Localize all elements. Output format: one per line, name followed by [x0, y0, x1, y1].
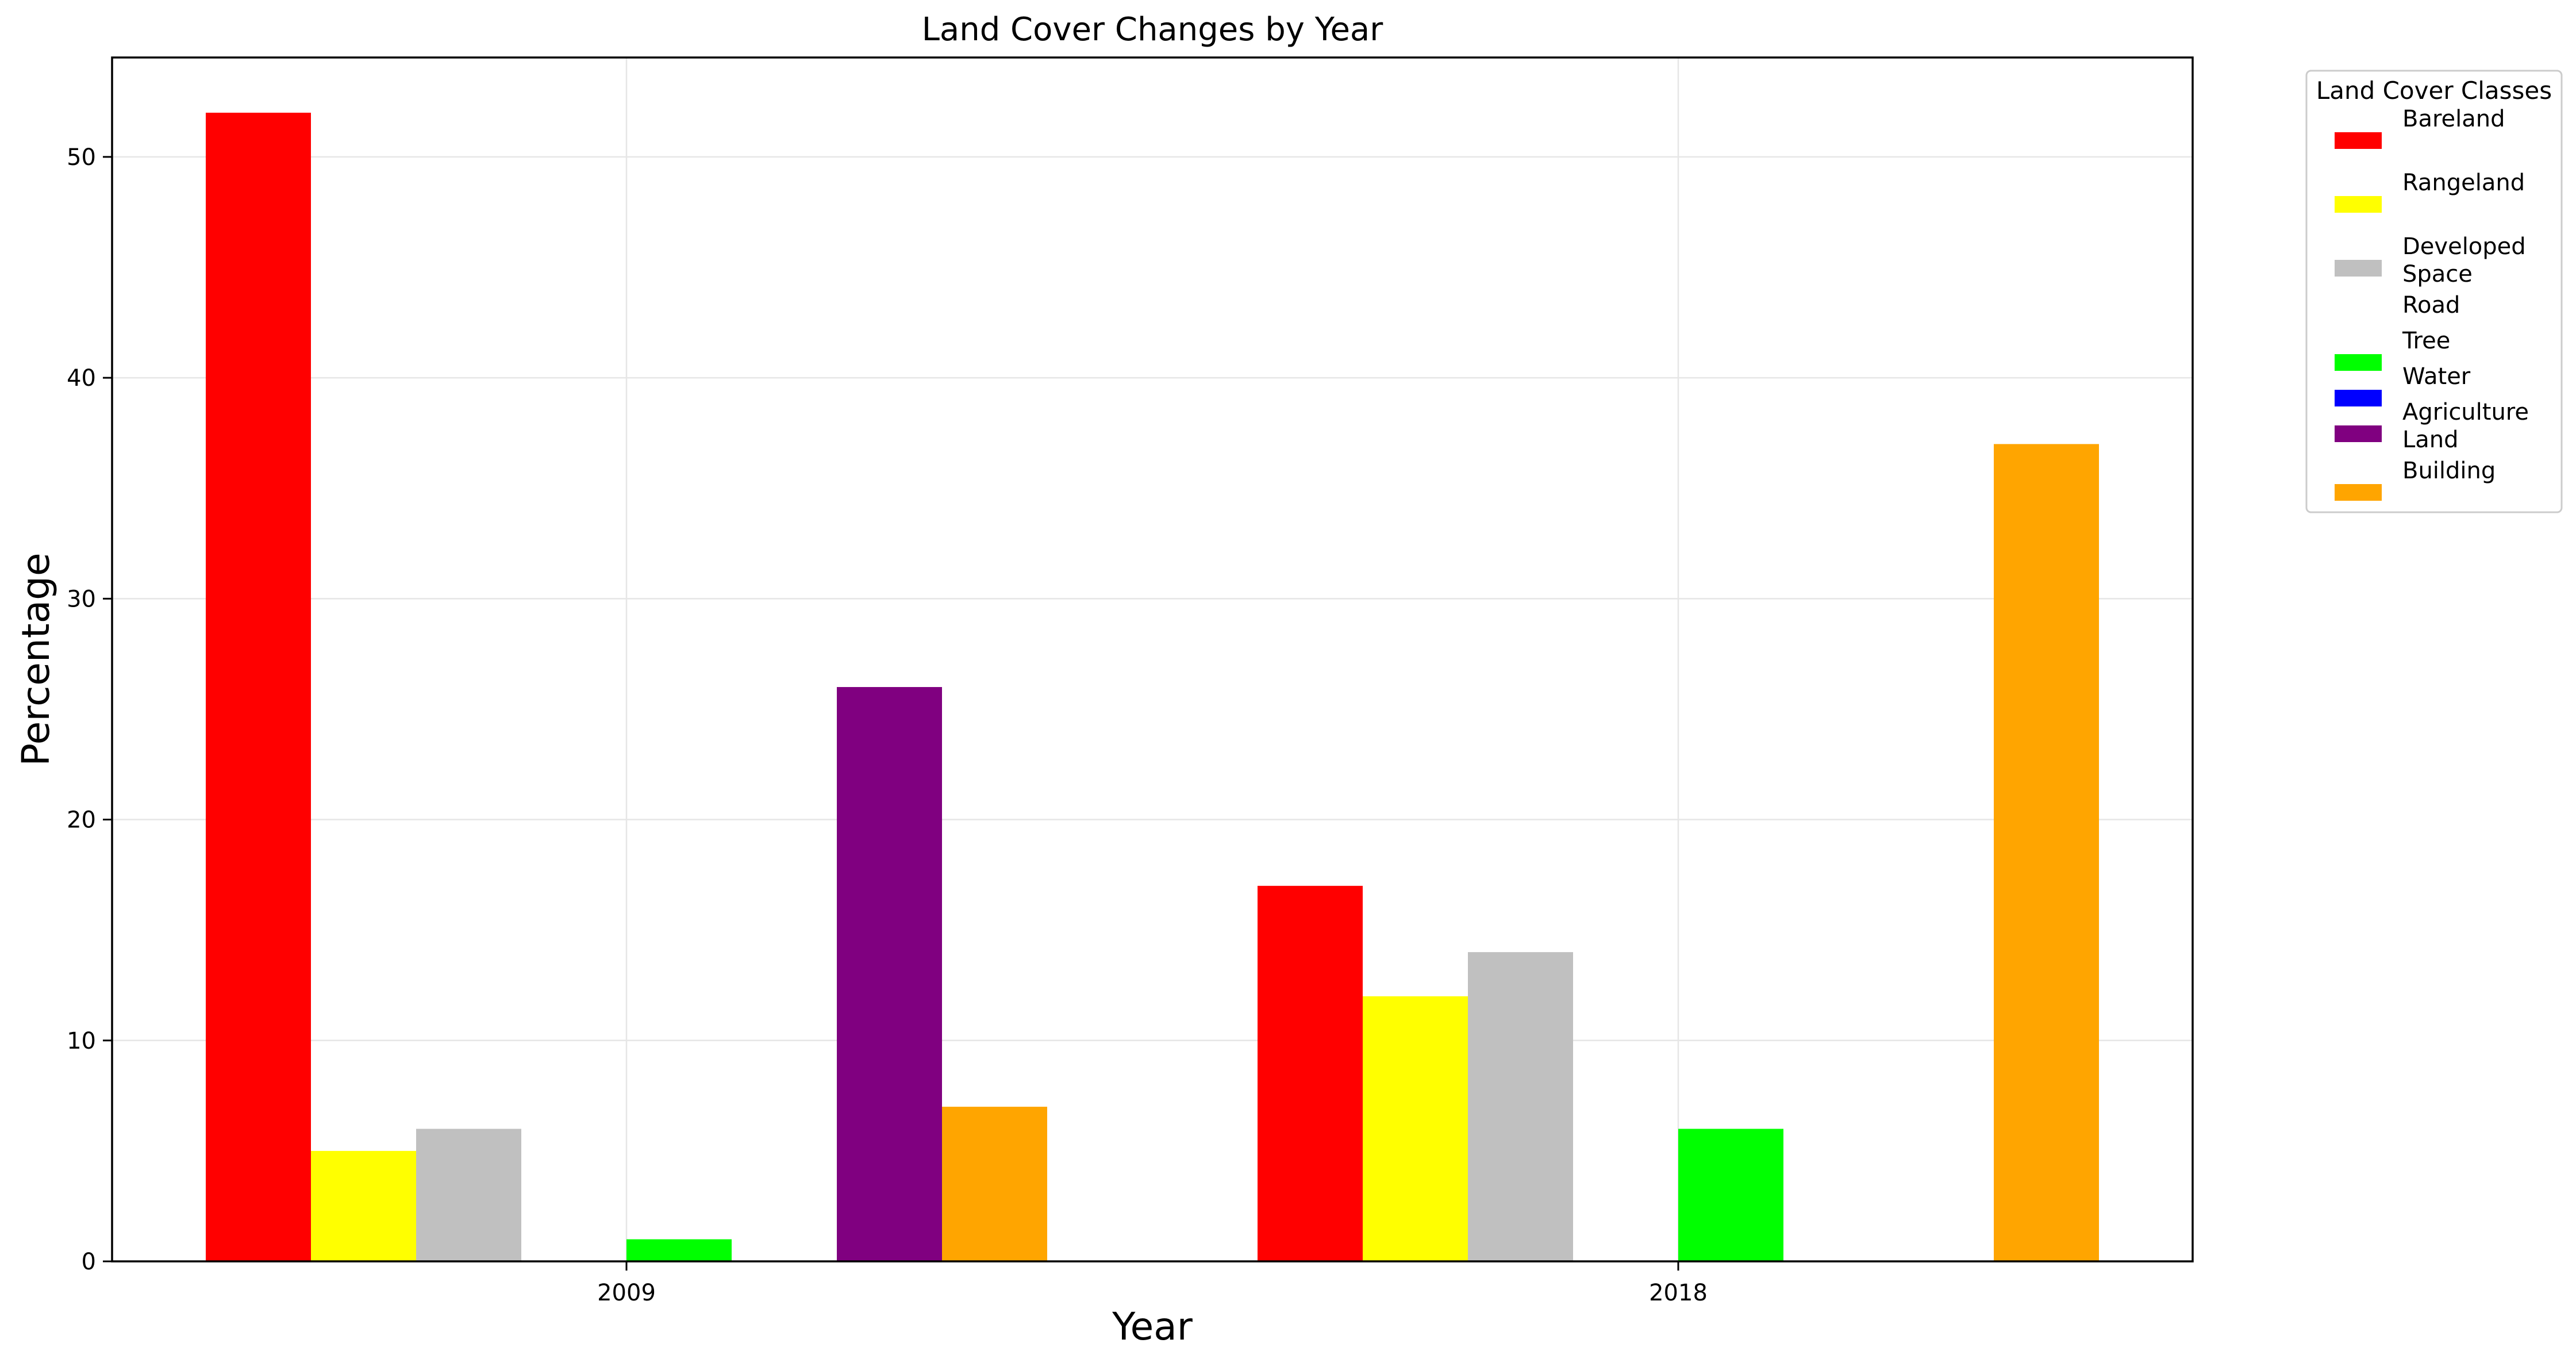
- legend-swatch-developed-space: [2335, 260, 2382, 277]
- bars: [206, 113, 2099, 1262]
- legend: Land Cover Classes Bareland Rangeland Deve…: [2305, 70, 2563, 513]
- bar-bareland-2018: [1258, 885, 1363, 1261]
- legend-label-tree: Tree: [2402, 328, 2450, 354]
- legend-label-developed-space: Developed Space: [2402, 233, 2526, 287]
- legend-items: Bareland Rangeland Developed Space Road Tree W…: [2335, 106, 2529, 501]
- legend-swatch-rangeland: [2335, 196, 2382, 213]
- bar-tree-2009: [626, 1239, 732, 1261]
- plot-area-frame: [111, 56, 2194, 1263]
- bar-developed-space-2018: [1468, 952, 1573, 1261]
- bar-tree-2018: [1678, 1129, 1783, 1261]
- legend-swatch-building: [2335, 484, 2382, 501]
- legend-swatch-tree: [2335, 354, 2382, 371]
- x-axis: 2009 2018: [597, 1261, 1708, 1306]
- y-tick-label: 20: [67, 807, 96, 834]
- x-axis-label: Year: [1112, 1304, 1193, 1349]
- legend-label-road: Road: [2402, 292, 2460, 319]
- legend-swatch-water: [2335, 390, 2382, 406]
- y-tick-label: 50: [67, 144, 96, 171]
- bar-developed-space-2009: [416, 1129, 521, 1261]
- bar-building-2009: [942, 1107, 1047, 1261]
- y-tick-label: 40: [67, 365, 96, 392]
- legend-title: Land Cover Classes: [2316, 76, 2552, 105]
- y-axis-label: Percentage: [14, 552, 58, 766]
- x-tick-label: 2018: [1649, 1280, 1708, 1306]
- bar-bareland-2009: [206, 113, 311, 1261]
- legend-swatch-road: [2335, 319, 2382, 335]
- legend-label-building: Building: [2402, 458, 2496, 484]
- bar-agriculture-land-2009: [837, 687, 942, 1261]
- legend-label-water: Water: [2402, 363, 2471, 390]
- y-axis: 0 10 20 30 40 50: [67, 144, 112, 1275]
- legend-label-rangeland: Rangeland: [2402, 170, 2525, 196]
- legend-swatch-agriculture-land: [2335, 425, 2382, 442]
- bar-rangeland-2009: [311, 1150, 416, 1261]
- chart-title: Land Cover Changes by Year: [922, 11, 1384, 48]
- y-tick-label: 10: [67, 1028, 96, 1054]
- legend-label-agriculture-land: Agriculture Land: [2402, 399, 2529, 453]
- gridlines: [112, 57, 2193, 1261]
- bar-building-2018: [1994, 444, 2099, 1262]
- y-tick-label: 0: [82, 1249, 96, 1275]
- y-tick-label: 30: [67, 586, 96, 612]
- bar-rangeland-2018: [1363, 996, 1468, 1261]
- legend-swatch-bareland: [2335, 132, 2382, 149]
- x-tick-label: 2009: [597, 1280, 656, 1306]
- legend-label-bareland: Bareland: [2402, 106, 2505, 132]
